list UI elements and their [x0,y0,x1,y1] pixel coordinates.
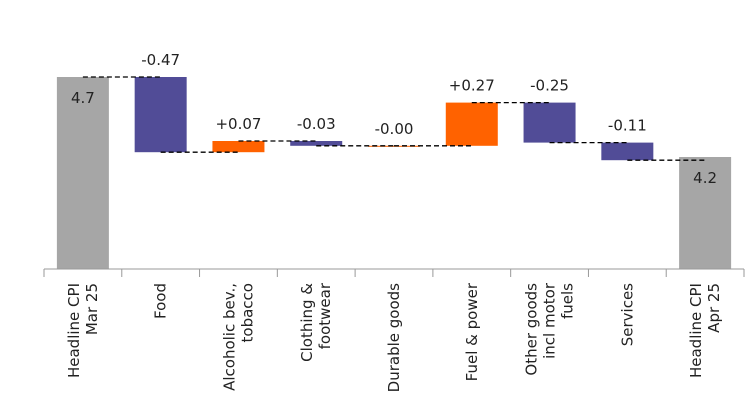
x-tick-label: fuels [559,283,577,319]
bar [56,77,109,269]
x-tick-label: Food [152,283,170,319]
x-tick-label: Clothing & [298,283,316,362]
x-tick-label: Other goods [523,283,541,376]
value-label: -0.00 [375,120,414,138]
x-tick-label: footwear [316,282,334,349]
value-label: +0.27 [449,77,495,95]
value-label: +0.07 [215,115,261,133]
x-tick-label: incl motor [541,282,559,359]
value-label: -0.25 [530,77,569,95]
bar [134,77,187,153]
x-tick-label: Apr 25 [705,283,723,333]
value-label: 4.2 [693,169,717,187]
x-tick-label: Alcoholic bev., [220,283,238,391]
x-tick-label: Services [618,283,636,346]
value-label: -0.03 [297,115,336,133]
bar [290,141,343,146]
bar [523,102,576,143]
value-label: -0.47 [141,51,180,69]
x-tick-label: Headline CPI [65,283,83,378]
bar [445,102,498,146]
x-tick-label: Mar 25 [83,283,101,335]
x-tick-label: Durable goods [385,283,403,392]
bar [679,157,732,269]
bar [601,142,654,161]
x-tick-label: Headline CPI [687,283,705,378]
x-tick-label: tobacco [238,283,256,342]
value-label: -0.11 [608,117,647,135]
x-tick-label: Fuel & power [463,282,481,381]
value-label: 4.7 [71,89,95,107]
bar [212,141,265,153]
